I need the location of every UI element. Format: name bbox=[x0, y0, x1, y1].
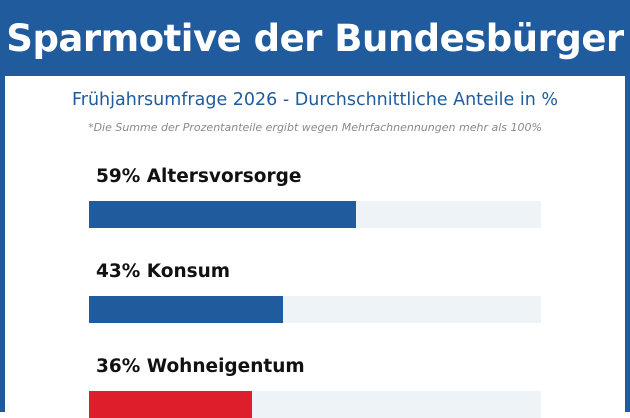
bar-track bbox=[89, 296, 541, 323]
bar-track bbox=[89, 391, 541, 418]
chart-footnote: *Die Summe der Prozentanteile ergibt weg… bbox=[88, 121, 542, 134]
bar bbox=[89, 391, 252, 418]
bar-label: 59% Altersvorsorge bbox=[96, 166, 302, 187]
bar bbox=[89, 296, 284, 323]
title-banner: Sparmotive der Bundesbürger bbox=[0, 0, 630, 76]
bar-track bbox=[89, 201, 541, 228]
bar-label: 36% Wohneigentum bbox=[96, 356, 305, 377]
bar bbox=[89, 201, 356, 228]
bar-label: 43% Konsum bbox=[96, 261, 231, 282]
chart-title: Sparmotive der Bundesbürger bbox=[6, 16, 624, 60]
chart-subtitle: Frühjahrsumfrage 2026 - Durchschnittlich… bbox=[71, 90, 559, 110]
